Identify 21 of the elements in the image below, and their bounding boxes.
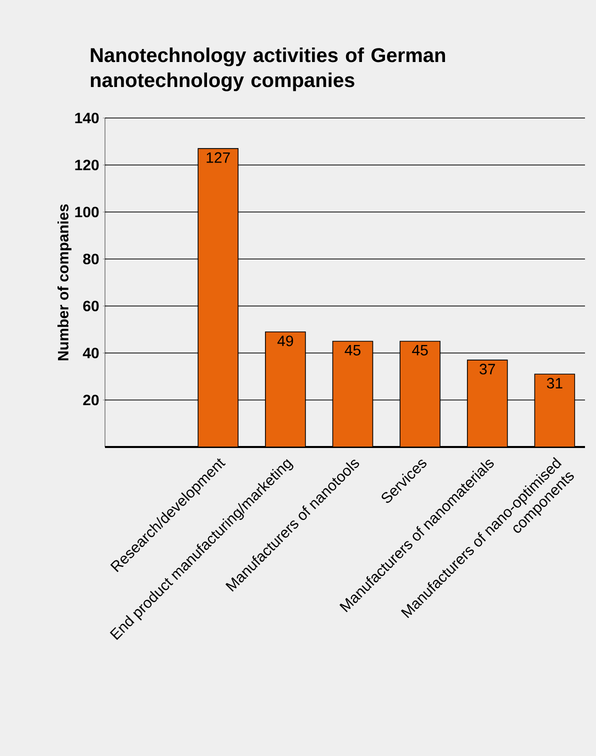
data-label: 45 [344,344,360,356]
bar [534,374,576,447]
data-label: 37 [480,364,495,374]
data-label: 49 [277,336,294,346]
bar [466,360,508,447]
bar [265,331,306,447]
y-tick-label: 60 [83,300,99,312]
bar [332,340,374,447]
y-tick-label: 140 [75,112,99,124]
data-label: 45 [412,344,428,356]
y-tick-label: 120 [75,160,99,170]
bar [400,340,440,447]
y-tick-label: 80 [83,254,99,264]
y-axis-title: Number of companies [57,204,72,360]
y-tick-label: 40 [82,348,99,358]
chart-title: Nanotechnology activities of German nanotechnology companies [90,48,446,92]
data-label: 127 [206,152,230,163]
y-tick-label: 20 [83,394,99,406]
data-label: 31 [546,378,562,388]
y-tick-label: 100 [75,206,99,218]
bar [198,148,238,447]
